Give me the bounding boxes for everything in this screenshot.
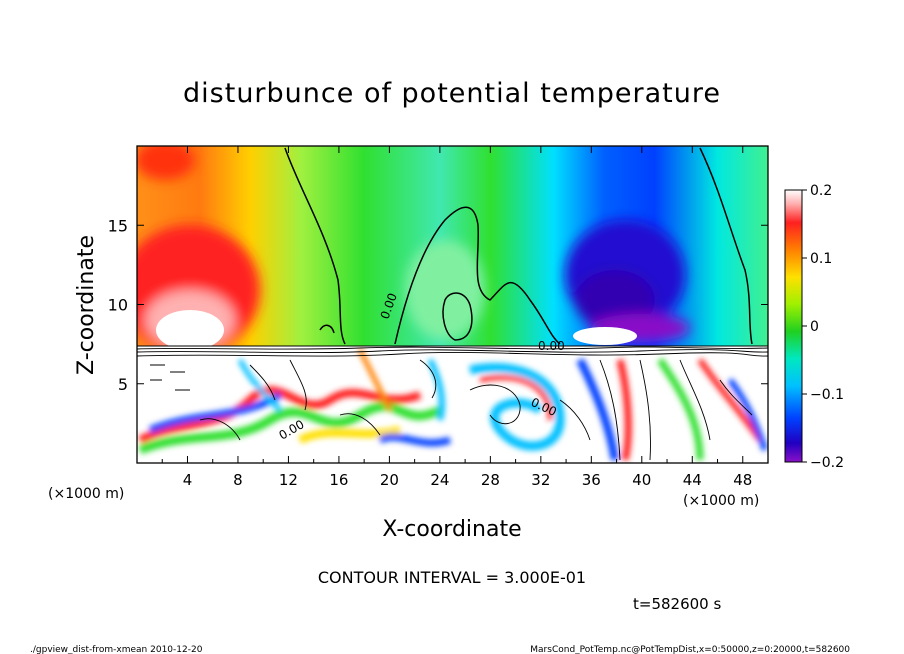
- colorbar-ticks: 0.2 0.1 0 −0.1 −0.2: [802, 183, 844, 471]
- colorbar-gradient: [784, 189, 803, 463]
- x-tick-label: 36: [582, 471, 601, 489]
- colorbar-tick-label: 0.1: [810, 251, 832, 267]
- x-tick-label: 20: [380, 471, 399, 489]
- contour-label-2: 0.00: [538, 339, 565, 353]
- x-tick-label: 28: [481, 471, 500, 489]
- x-tick-label: 44: [683, 471, 702, 489]
- chart-title: disturbunce of potential temperature: [183, 78, 721, 109]
- colorbar: 0.2 0.1 0 −0.1 −0.2: [784, 183, 844, 471]
- x-tick-label: 40: [632, 471, 651, 489]
- x-tick-label: 24: [430, 471, 449, 489]
- plot-area: 0.00 0.00 0.00 0.00: [137, 146, 768, 463]
- lower-anomalies: [138, 348, 768, 461]
- time-label: t=582600 s: [633, 595, 721, 613]
- x-tick-label: 12: [279, 471, 298, 489]
- positive-max-region: [156, 310, 224, 350]
- y-unit-label: (×1000 m): [48, 486, 124, 502]
- x-tick-label: 8: [233, 471, 243, 489]
- contour-interval: CONTOUR INTERVAL = 3.000E-01: [318, 568, 586, 587]
- footer-right: MarsCond_PotTemp.nc@PotTempDist,x=0:5000…: [530, 645, 850, 654]
- y-tick-label: 10: [108, 296, 128, 315]
- colorbar-tick-label: 0: [810, 319, 819, 335]
- boundary-contours: [137, 345, 768, 461]
- x-axis: 4 8 12 16 20 24 28 32 36 40 44 48: [161, 146, 752, 489]
- colorbar-tick-label: −0.1: [810, 387, 844, 403]
- x-axis-label: X-coordinate: [382, 517, 521, 542]
- colorbar-tick-label: −0.2: [810, 455, 844, 471]
- y-axis-label: Z-coordinate: [74, 235, 99, 375]
- x-tick-label: 4: [183, 471, 193, 489]
- y-axis: 5 10 15: [108, 216, 768, 394]
- lower-field: [137, 346, 768, 463]
- x-unit-label: (×1000 m): [683, 493, 759, 509]
- y-tick-label: 15: [108, 216, 128, 235]
- footer-left: ./gpview_dist-from-xmean 2010-12-20: [30, 645, 203, 654]
- x-tick-label: 16: [329, 471, 348, 489]
- zero-contours: [284, 147, 753, 345]
- x-tick-label: 32: [531, 471, 550, 489]
- y-tick-label: 5: [118, 375, 128, 394]
- colorbar-tick-label: 0.2: [810, 183, 832, 199]
- negative-max-region: [573, 327, 637, 345]
- x-tick-label: 48: [733, 471, 752, 489]
